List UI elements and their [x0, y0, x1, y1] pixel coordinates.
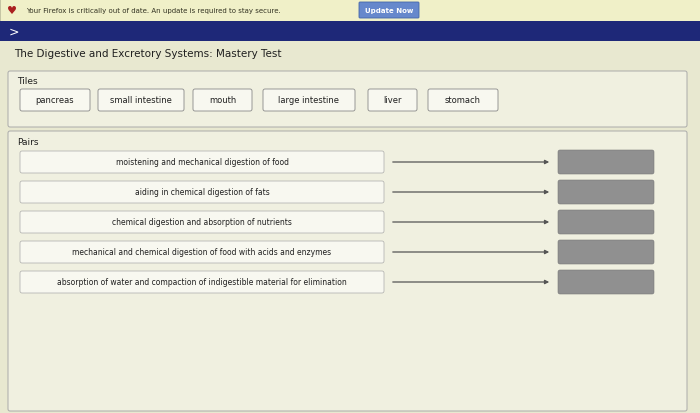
FancyBboxPatch shape: [558, 271, 654, 294]
Text: The Digestive and Excretory Systems: Mastery Test: The Digestive and Excretory Systems: Mas…: [14, 49, 281, 59]
Text: stomach: stomach: [445, 96, 481, 105]
Text: liver: liver: [384, 96, 402, 105]
Text: chemical digestion and absorption of nutrients: chemical digestion and absorption of nut…: [112, 218, 292, 227]
FancyBboxPatch shape: [20, 152, 384, 173]
FancyBboxPatch shape: [20, 182, 384, 204]
Text: mouth: mouth: [209, 96, 236, 105]
FancyBboxPatch shape: [8, 72, 687, 128]
Text: pancreas: pancreas: [36, 96, 74, 105]
FancyBboxPatch shape: [20, 271, 384, 293]
FancyBboxPatch shape: [98, 90, 184, 112]
Text: aiding in chemical digestion of fats: aiding in chemical digestion of fats: [134, 188, 270, 197]
Text: large intestine: large intestine: [279, 96, 340, 105]
Text: Tiles: Tiles: [17, 77, 38, 86]
FancyBboxPatch shape: [359, 3, 419, 19]
FancyBboxPatch shape: [0, 0, 700, 22]
FancyBboxPatch shape: [263, 90, 355, 112]
FancyBboxPatch shape: [20, 242, 384, 263]
FancyBboxPatch shape: [193, 90, 252, 112]
FancyBboxPatch shape: [558, 211, 654, 235]
Text: >: >: [8, 26, 20, 38]
FancyBboxPatch shape: [8, 132, 687, 411]
FancyBboxPatch shape: [20, 211, 384, 233]
FancyBboxPatch shape: [558, 240, 654, 264]
Text: absorption of water and compaction of indigestible material for elimination: absorption of water and compaction of in…: [57, 278, 347, 287]
FancyBboxPatch shape: [20, 90, 90, 112]
Text: small intestine: small intestine: [110, 96, 172, 105]
Text: ♥: ♥: [7, 6, 17, 16]
FancyBboxPatch shape: [368, 90, 417, 112]
FancyBboxPatch shape: [558, 180, 654, 204]
Text: Pairs: Pairs: [17, 138, 38, 147]
FancyBboxPatch shape: [0, 42, 700, 413]
FancyBboxPatch shape: [428, 90, 498, 112]
Text: moistening and mechanical digestion of food: moistening and mechanical digestion of f…: [116, 158, 288, 167]
FancyBboxPatch shape: [0, 22, 700, 42]
Text: Your Firefox is critically out of date. An update is required to stay secure.: Your Firefox is critically out of date. …: [26, 8, 281, 14]
Text: mechanical and chemical digestion of food with acids and enzymes: mechanical and chemical digestion of foo…: [72, 248, 332, 257]
Text: Update Now: Update Now: [365, 8, 413, 14]
FancyBboxPatch shape: [558, 151, 654, 175]
